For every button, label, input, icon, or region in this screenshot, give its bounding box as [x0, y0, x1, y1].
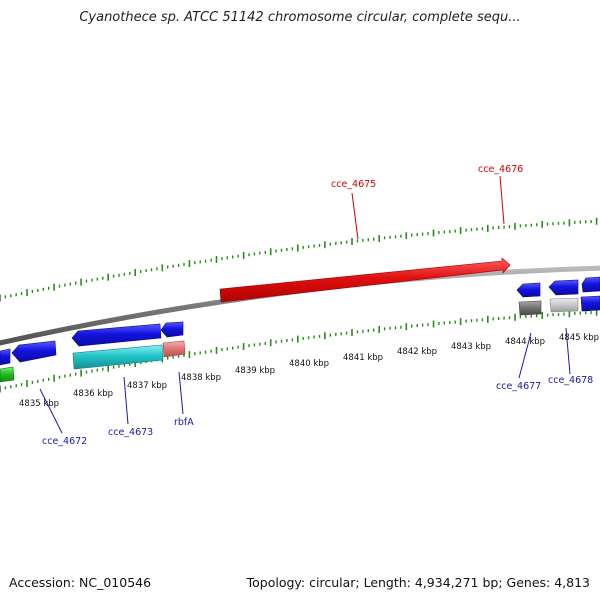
callout-line-cce-4678 [565, 327, 571, 375]
gene-cce-4677-block[interactable] [518, 300, 542, 316]
kbp-label: 4838 kbp [181, 373, 221, 383]
callout-line-cce-4677 [518, 332, 532, 379]
genome-summary-text: Topology: circular; Length: 4,934,271 bp… [246, 575, 590, 590]
gene-rbfa-block[interactable] [162, 340, 186, 358]
kbp-label: 4841 kbp [343, 353, 383, 363]
gene-cce-4678-block[interactable] [549, 297, 579, 313]
kbp-label: 4839 kbp [235, 366, 275, 376]
gene-cce-4673-blue-arrow[interactable] [71, 323, 162, 347]
gene-right-edge-arrow-1[interactable] [581, 276, 600, 293]
gene-left-edge-arrow[interactable] [0, 348, 11, 366]
kbp-label: 4845 kbp [559, 333, 599, 343]
kbp-label: 4840 kbp [289, 359, 329, 369]
kbp-label: 4835 kbp [19, 399, 59, 409]
gene-cce-4677-arrow[interactable] [516, 282, 541, 298]
gene-label-cce-4673[interactable]: cce_4673 [108, 427, 153, 438]
gene-cce-4675-arrow[interactable] [219, 257, 511, 303]
gene-label-cce-4678[interactable]: cce_4678 [548, 375, 593, 386]
gene-reverse-arrow-2[interactable] [160, 321, 184, 338]
callout-lines [39, 175, 571, 434]
kbp-label: 4837 kbp [127, 381, 167, 391]
callout-line-cce-4675 [351, 192, 359, 240]
gene-label-cce-4676[interactable]: cce_4676 [478, 164, 523, 175]
gene-reverse-arrow-1[interactable] [11, 340, 57, 363]
kbp-label: 4836 kbp [73, 389, 113, 399]
inner-ruler-ring [0, 308, 598, 393]
callout-line-cce-4672 [39, 388, 63, 434]
gene-cce-4678-arrow[interactable] [548, 279, 579, 296]
callout-line-rbfa [178, 371, 184, 415]
gene-cce-4673-block[interactable] [72, 344, 164, 370]
gene-cce-4672-block[interactable] [0, 366, 15, 383]
gene-label-cce-4677[interactable]: cce_4677 [496, 381, 541, 392]
gene-labels: cce_4675 cce_4676 cce_4672 cce_4673 rbfA… [42, 164, 593, 447]
kbp-label: 4844 kbp [505, 337, 545, 347]
gene-label-rbfa[interactable]: rbfA [174, 417, 194, 428]
kbp-tick-labels: 4835 kbp 4836 kbp 4837 kbp 4838 kbp 4839… [19, 333, 599, 409]
outer-ruler-ring [0, 217, 598, 302]
kbp-label: 4843 kbp [451, 342, 491, 352]
gene-label-cce-4672[interactable]: cce_4672 [42, 436, 87, 447]
gene-label-cce-4675[interactable]: cce_4675 [331, 179, 376, 190]
kbp-label: 4842 kbp [397, 347, 437, 357]
accession-text: Accession: NC_010546 [9, 575, 152, 590]
gene-right-edge-arrow-2[interactable] [580, 295, 600, 312]
callout-line-cce-4676 [499, 175, 505, 225]
map-title: Cyanothece sp. ATCC 51142 chromosome cir… [79, 10, 521, 25]
callout-line-cce-4673 [123, 376, 129, 425]
